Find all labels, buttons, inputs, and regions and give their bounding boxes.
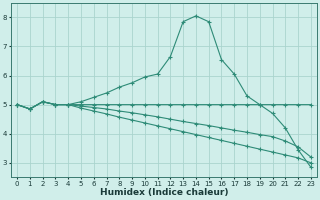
X-axis label: Humidex (Indice chaleur): Humidex (Indice chaleur) xyxy=(100,188,228,197)
